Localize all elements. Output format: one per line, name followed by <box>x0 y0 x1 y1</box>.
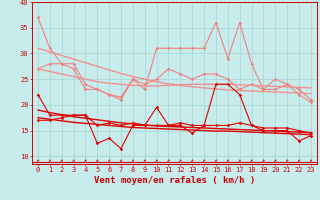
X-axis label: Vent moyen/en rafales ( km/h ): Vent moyen/en rafales ( km/h ) <box>94 176 255 185</box>
